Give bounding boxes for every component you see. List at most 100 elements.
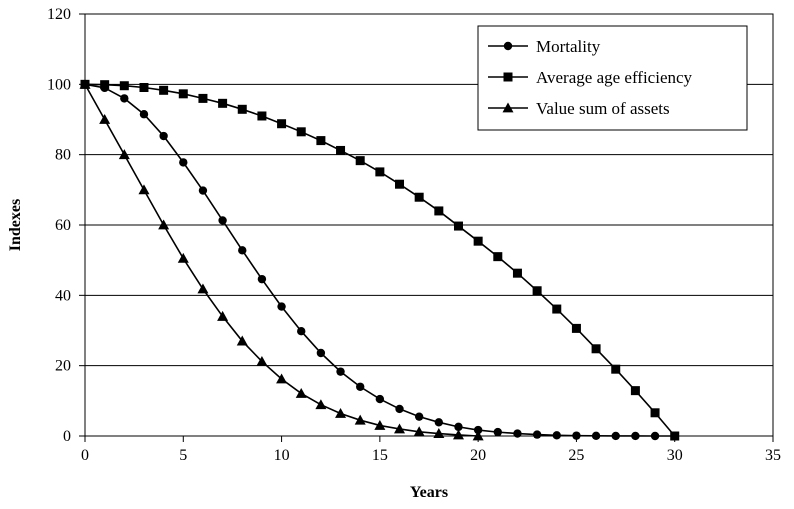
data-point-average-age-efficiency	[375, 167, 385, 177]
x-tick-label: 30	[667, 447, 683, 464]
data-point-mortality	[375, 394, 385, 404]
data-point-mortality	[473, 425, 483, 435]
data-point-mortality	[238, 246, 247, 255]
data-point-average-age-efficiency	[552, 304, 562, 314]
data-point-average-age-efficiency	[100, 80, 110, 90]
data-point-mortality	[552, 431, 561, 440]
data-point-mortality	[356, 382, 365, 391]
data-point-value-sum-of-assets	[315, 399, 327, 410]
x-axis-title: Years	[410, 484, 448, 501]
data-point-average-age-efficiency	[453, 221, 463, 231]
data-point-average-age-efficiency	[237, 104, 247, 114]
data-point-average-age-efficiency	[336, 145, 346, 155]
data-point-value-sum-of-assets	[197, 283, 209, 294]
data-point-value-sum-of-assets	[276, 373, 288, 384]
data-point-value-sum-of-assets	[394, 423, 406, 434]
x-tick-label: 35	[765, 447, 781, 464]
legend-marker	[502, 102, 514, 113]
data-point-average-age-efficiency	[178, 89, 188, 99]
data-point-mortality	[179, 158, 188, 167]
data-point-value-sum-of-assets	[256, 355, 268, 366]
legend-marker	[503, 41, 513, 51]
data-point-value-sum-of-assets	[236, 335, 248, 346]
legend-item-mortality: Mortality	[488, 37, 601, 56]
series-line-average-age-efficiency	[84, 83, 676, 437]
legend: Mortality Average age efficiency Value sum…	[477, 25, 748, 131]
data-point-average-age-efficiency	[532, 286, 542, 296]
data-point-value-sum-of-assets	[177, 252, 189, 263]
data-point-average-age-efficiency	[571, 323, 581, 333]
x-tick-label: 0	[81, 447, 89, 464]
legend-label: Value sum of assets	[536, 99, 670, 118]
data-point-mortality	[414, 412, 424, 421]
gridlines	[85, 83, 773, 367]
data-point-value-sum-of-assets	[374, 419, 386, 430]
y-tick-label: 120	[47, 6, 71, 23]
series-mortality	[80, 80, 679, 441]
data-point-mortality	[650, 431, 660, 441]
data-point-mortality	[159, 131, 168, 141]
data-point-mortality	[532, 430, 542, 439]
data-point-mortality	[591, 431, 601, 441]
data-point-average-age-efficiency	[218, 98, 228, 108]
data-point-average-age-efficiency	[630, 386, 640, 396]
legend-item-average-age-efficiency: Average age efficiency	[488, 68, 693, 87]
y-tick-label: 40	[55, 287, 71, 304]
data-point-average-age-efficiency	[670, 431, 680, 441]
data-point-mortality	[395, 404, 404, 414]
data-point-mortality	[572, 431, 581, 440]
data-point-value-sum-of-assets	[354, 414, 366, 425]
data-point-value-sum-of-assets	[79, 78, 91, 89]
data-point-average-age-efficiency	[257, 111, 267, 121]
data-point-average-age-efficiency	[512, 268, 522, 278]
data-point-average-age-efficiency	[650, 408, 660, 418]
data-point-mortality	[454, 422, 463, 432]
data-point-mortality	[218, 216, 227, 225]
data-point-value-sum-of-assets	[158, 219, 170, 230]
y-tick-label: 60	[55, 217, 71, 234]
data-point-mortality	[336, 367, 345, 376]
data-point-average-age-efficiency	[119, 81, 129, 91]
data-point-average-age-efficiency	[395, 179, 405, 189]
data-point-average-age-efficiency	[355, 156, 365, 166]
legend-box	[477, 25, 748, 131]
data-point-value-sum-of-assets	[413, 426, 425, 437]
data-point-mortality	[198, 186, 208, 195]
x-tick-label: 20	[470, 447, 486, 464]
data-point-mortality	[631, 431, 640, 441]
data-point-value-sum-of-assets	[433, 428, 445, 438]
series-value-sum-of-assets	[79, 78, 484, 441]
data-point-average-age-efficiency	[611, 364, 621, 374]
data-point-mortality	[493, 427, 502, 437]
x-tick-label: 5	[179, 447, 187, 464]
x-tick-label: 15	[372, 447, 388, 464]
data-point-mortality	[611, 431, 620, 441]
data-point-value-sum-of-assets	[118, 149, 130, 160]
data-point-average-age-efficiency	[277, 119, 287, 129]
data-point-value-sum-of-assets	[295, 387, 307, 398]
data-point-average-age-efficiency	[473, 236, 483, 246]
series	[79, 78, 680, 441]
data-point-average-age-efficiency	[414, 192, 424, 202]
data-point-mortality	[120, 94, 129, 103]
y-tick-label: 80	[55, 147, 71, 164]
data-point-mortality	[513, 429, 522, 438]
data-point-mortality	[434, 418, 444, 427]
data-point-mortality	[139, 110, 149, 119]
data-point-value-sum-of-assets	[217, 310, 229, 321]
data-point-value-sum-of-assets	[472, 430, 484, 441]
data-point-average-age-efficiency	[296, 127, 306, 137]
data-point-value-sum-of-assets	[99, 114, 111, 124]
data-point-average-age-efficiency	[434, 206, 444, 216]
series-average-age-efficiency	[80, 79, 680, 441]
y-axis-title: Indexes	[7, 199, 24, 251]
data-point-mortality	[277, 302, 286, 311]
data-point-mortality	[316, 348, 326, 358]
y-tick-label: 100	[47, 76, 71, 93]
legend-marker	[503, 72, 513, 82]
legend-label: Average age efficiency	[536, 68, 693, 87]
x-tick-label: 10	[274, 447, 290, 464]
data-point-average-age-efficiency	[139, 82, 149, 92]
